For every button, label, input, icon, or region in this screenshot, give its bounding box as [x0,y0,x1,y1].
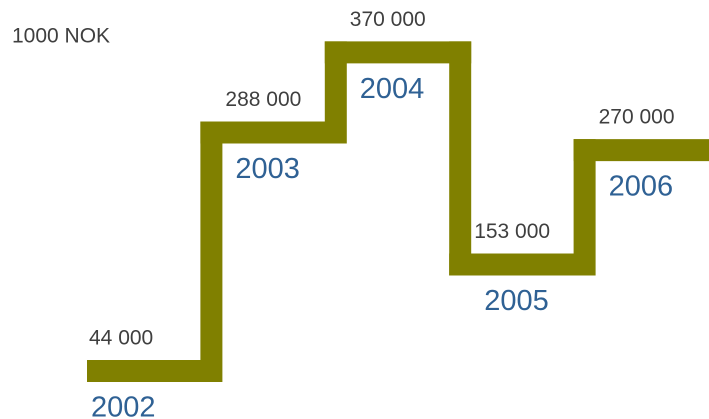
value-label: 44 000 [89,327,153,350]
unit-label: 1000 NOK [12,25,110,48]
year-label: 2005 [484,285,549,317]
value-label: 370 000 [350,8,426,31]
year-label: 2004 [360,73,425,105]
value-label: 288 000 [225,88,301,111]
value-label: 270 000 [599,106,675,129]
value-label: 153 000 [474,220,550,243]
year-label: 2006 [609,171,674,203]
year-label: 2003 [235,153,300,185]
year-label: 2002 [91,392,156,419]
